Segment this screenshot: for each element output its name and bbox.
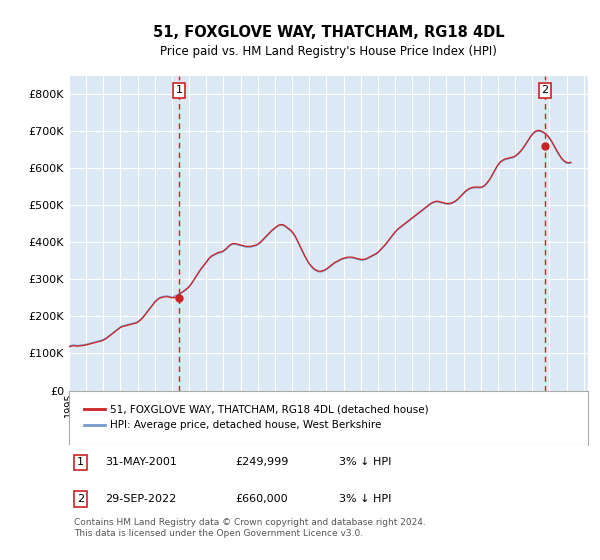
Text: 3% ↓ HPI: 3% ↓ HPI bbox=[339, 494, 391, 504]
Text: 1: 1 bbox=[77, 458, 84, 468]
Text: 51, FOXGLOVE WAY, THATCHAM, RG18 4DL: 51, FOXGLOVE WAY, THATCHAM, RG18 4DL bbox=[153, 25, 505, 40]
Text: 2: 2 bbox=[542, 86, 548, 95]
Text: Contains HM Land Registry data © Crown copyright and database right 2024.
This d: Contains HM Land Registry data © Crown c… bbox=[74, 519, 426, 538]
Text: 3% ↓ HPI: 3% ↓ HPI bbox=[339, 458, 391, 468]
Text: 29-SEP-2022: 29-SEP-2022 bbox=[106, 494, 176, 504]
Text: Price paid vs. HM Land Registry's House Price Index (HPI): Price paid vs. HM Land Registry's House … bbox=[160, 45, 497, 58]
Text: £249,999: £249,999 bbox=[235, 458, 289, 468]
Text: 31-MAY-2001: 31-MAY-2001 bbox=[106, 458, 177, 468]
Text: 2: 2 bbox=[77, 494, 84, 504]
Text: £660,000: £660,000 bbox=[235, 494, 288, 504]
Legend: 51, FOXGLOVE WAY, THATCHAM, RG18 4DL (detached house), HPI: Average price, detac: 51, FOXGLOVE WAY, THATCHAM, RG18 4DL (de… bbox=[82, 403, 431, 432]
Text: 1: 1 bbox=[176, 86, 182, 95]
